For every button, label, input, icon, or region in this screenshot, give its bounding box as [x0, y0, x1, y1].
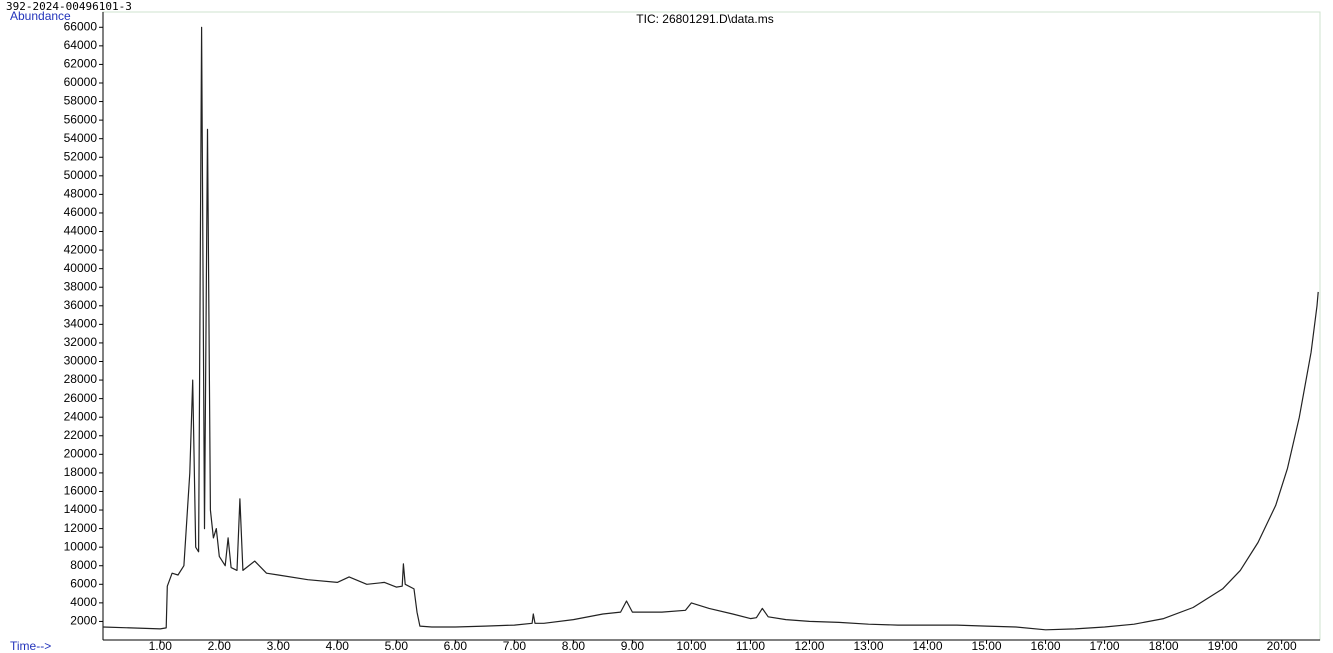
x-tick-label: 1.00 [149, 639, 173, 653]
x-tick-label: 4.00 [326, 639, 350, 653]
x-tick-label: 8.00 [562, 639, 586, 653]
y-tick-label: 24000 [64, 409, 98, 423]
x-tick-label: 5.00 [385, 639, 409, 653]
y-tick-label: 12000 [64, 521, 98, 535]
x-axis-label: Time--> [10, 639, 51, 653]
sample-id: 392-2024-00496101-3 [6, 0, 132, 13]
y-tick-label: 14000 [64, 502, 98, 516]
x-tick-label: 19.00 [1208, 639, 1238, 653]
y-tick-label: 56000 [64, 112, 98, 126]
y-axis-label: Abundance [10, 9, 71, 23]
x-tick-label: 12.00 [794, 639, 824, 653]
x-tick-label: 14.00 [912, 639, 942, 653]
y-tick-label: 8000 [70, 558, 97, 572]
chromatogram-line [102, 26, 1319, 631]
plot-frame [102, 11, 1321, 641]
y-tick-label: 6000 [70, 576, 97, 590]
y-tick-label: 2000 [70, 614, 97, 628]
x-tick-label: 15.00 [972, 639, 1002, 653]
y-tick-label: 26000 [64, 391, 98, 405]
y-tick-label: 22000 [64, 428, 98, 442]
y-tick-label: 62000 [64, 57, 98, 71]
y-tick-label: 40000 [64, 261, 98, 275]
y-tick-label: 46000 [64, 205, 98, 219]
y-tick-label: 36000 [64, 298, 98, 312]
x-tick-label: 20.00 [1267, 639, 1297, 653]
y-tick-label: 54000 [64, 131, 98, 145]
x-tick-label: 17.00 [1090, 639, 1120, 653]
y-tick-label: 52000 [64, 149, 98, 163]
y-tick-label: 60000 [64, 75, 98, 89]
y-tick-label: 10000 [64, 539, 98, 553]
y-tick-label: 30000 [64, 354, 98, 368]
chart-title: TIC: 26801291.D\data.ms [636, 12, 773, 26]
y-tick-label: 48000 [64, 187, 98, 201]
x-tick-label: 7.00 [503, 639, 527, 653]
y-tick-label: 20000 [64, 447, 98, 461]
y-tick-label: 64000 [64, 38, 98, 52]
x-tick-label: 2.00 [208, 639, 232, 653]
y-tick-label: 44000 [64, 224, 98, 238]
y-tick-label: 66000 [64, 19, 98, 33]
y-tick-label: 38000 [64, 279, 98, 293]
y-tick-label: 16000 [64, 484, 98, 498]
y-tick-label: 50000 [64, 168, 98, 182]
y-tick-label: 42000 [64, 242, 98, 256]
x-tick-label: 16.00 [1031, 639, 1061, 653]
x-tick-label: 9.00 [621, 639, 645, 653]
x-tick-label: 10.00 [676, 639, 706, 653]
x-tick-label: 3.00 [267, 639, 291, 653]
x-tick-label: 13.00 [853, 639, 883, 653]
y-tick-label: 28000 [64, 372, 98, 386]
y-tick-label: 4000 [70, 595, 97, 609]
x-tick-label: 11.00 [736, 639, 765, 653]
y-tick-label: 34000 [64, 317, 98, 331]
y-tick-label: 18000 [64, 465, 98, 479]
y-tick-label: 32000 [64, 335, 98, 349]
y-tick-label: 58000 [64, 94, 98, 108]
x-tick-label: 6.00 [444, 639, 468, 653]
x-tick-label: 18.00 [1149, 639, 1179, 653]
